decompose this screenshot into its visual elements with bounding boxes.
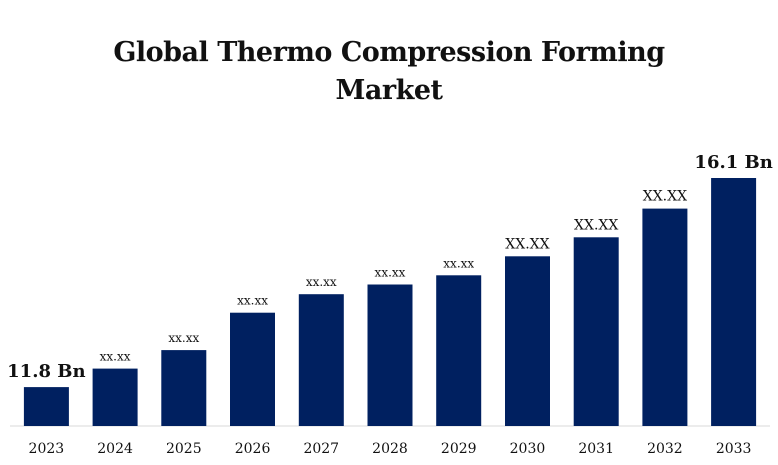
x-tick-label-2027: 2027 [303, 441, 339, 457]
bar-2025 [161, 350, 207, 426]
bar-2027 [298, 294, 344, 426]
x-tick-label-2031: 2031 [578, 441, 614, 457]
data-label-2026: xx.xx [237, 294, 268, 308]
x-tick-label-2028: 2028 [372, 441, 408, 457]
x-tick-label-2032: 2032 [647, 441, 683, 457]
bar-2026 [230, 312, 275, 426]
data-label-2025: xx.xx [168, 331, 199, 345]
x-tick-label-2029: 2029 [441, 441, 477, 457]
data-label-2024: xx.xx [100, 350, 131, 364]
bar-2030 [505, 256, 550, 426]
bar-2033 [711, 178, 757, 426]
x-tick-label-2033: 2033 [716, 441, 752, 457]
bar-2023 [23, 387, 69, 426]
data-label-2032: XX.XX [643, 189, 687, 205]
x-tick-label-2030: 2030 [510, 441, 546, 457]
data-label-2023: 11.8 Bn [7, 361, 85, 382]
chart-title-line-2: Market [335, 75, 443, 106]
data-label-2027: xx.xx [306, 275, 337, 289]
chart-title-line-1: Global Thermo Compression Forming [113, 37, 665, 68]
x-tick-label-2025: 2025 [166, 441, 202, 457]
data-label-2028: xx.xx [375, 266, 406, 280]
bar-2028 [367, 284, 413, 426]
bar-2032 [642, 208, 688, 426]
bar-2024 [92, 368, 138, 426]
bar-2029 [436, 275, 482, 426]
data-label-2033: 16.1 Bn [694, 152, 772, 173]
data-label-2030: XX.XX [505, 236, 549, 252]
x-tick-label-2026: 2026 [235, 441, 271, 457]
x-tick-label-2024: 2024 [97, 441, 133, 457]
bar-2031 [573, 237, 619, 426]
data-label-2029: xx.xx [443, 256, 474, 270]
data-label-2031: XX.XX [574, 217, 618, 233]
chart-title: Global Thermo Compression Forming Market [0, 34, 778, 110]
x-tick-label-2023: 2023 [29, 441, 65, 457]
